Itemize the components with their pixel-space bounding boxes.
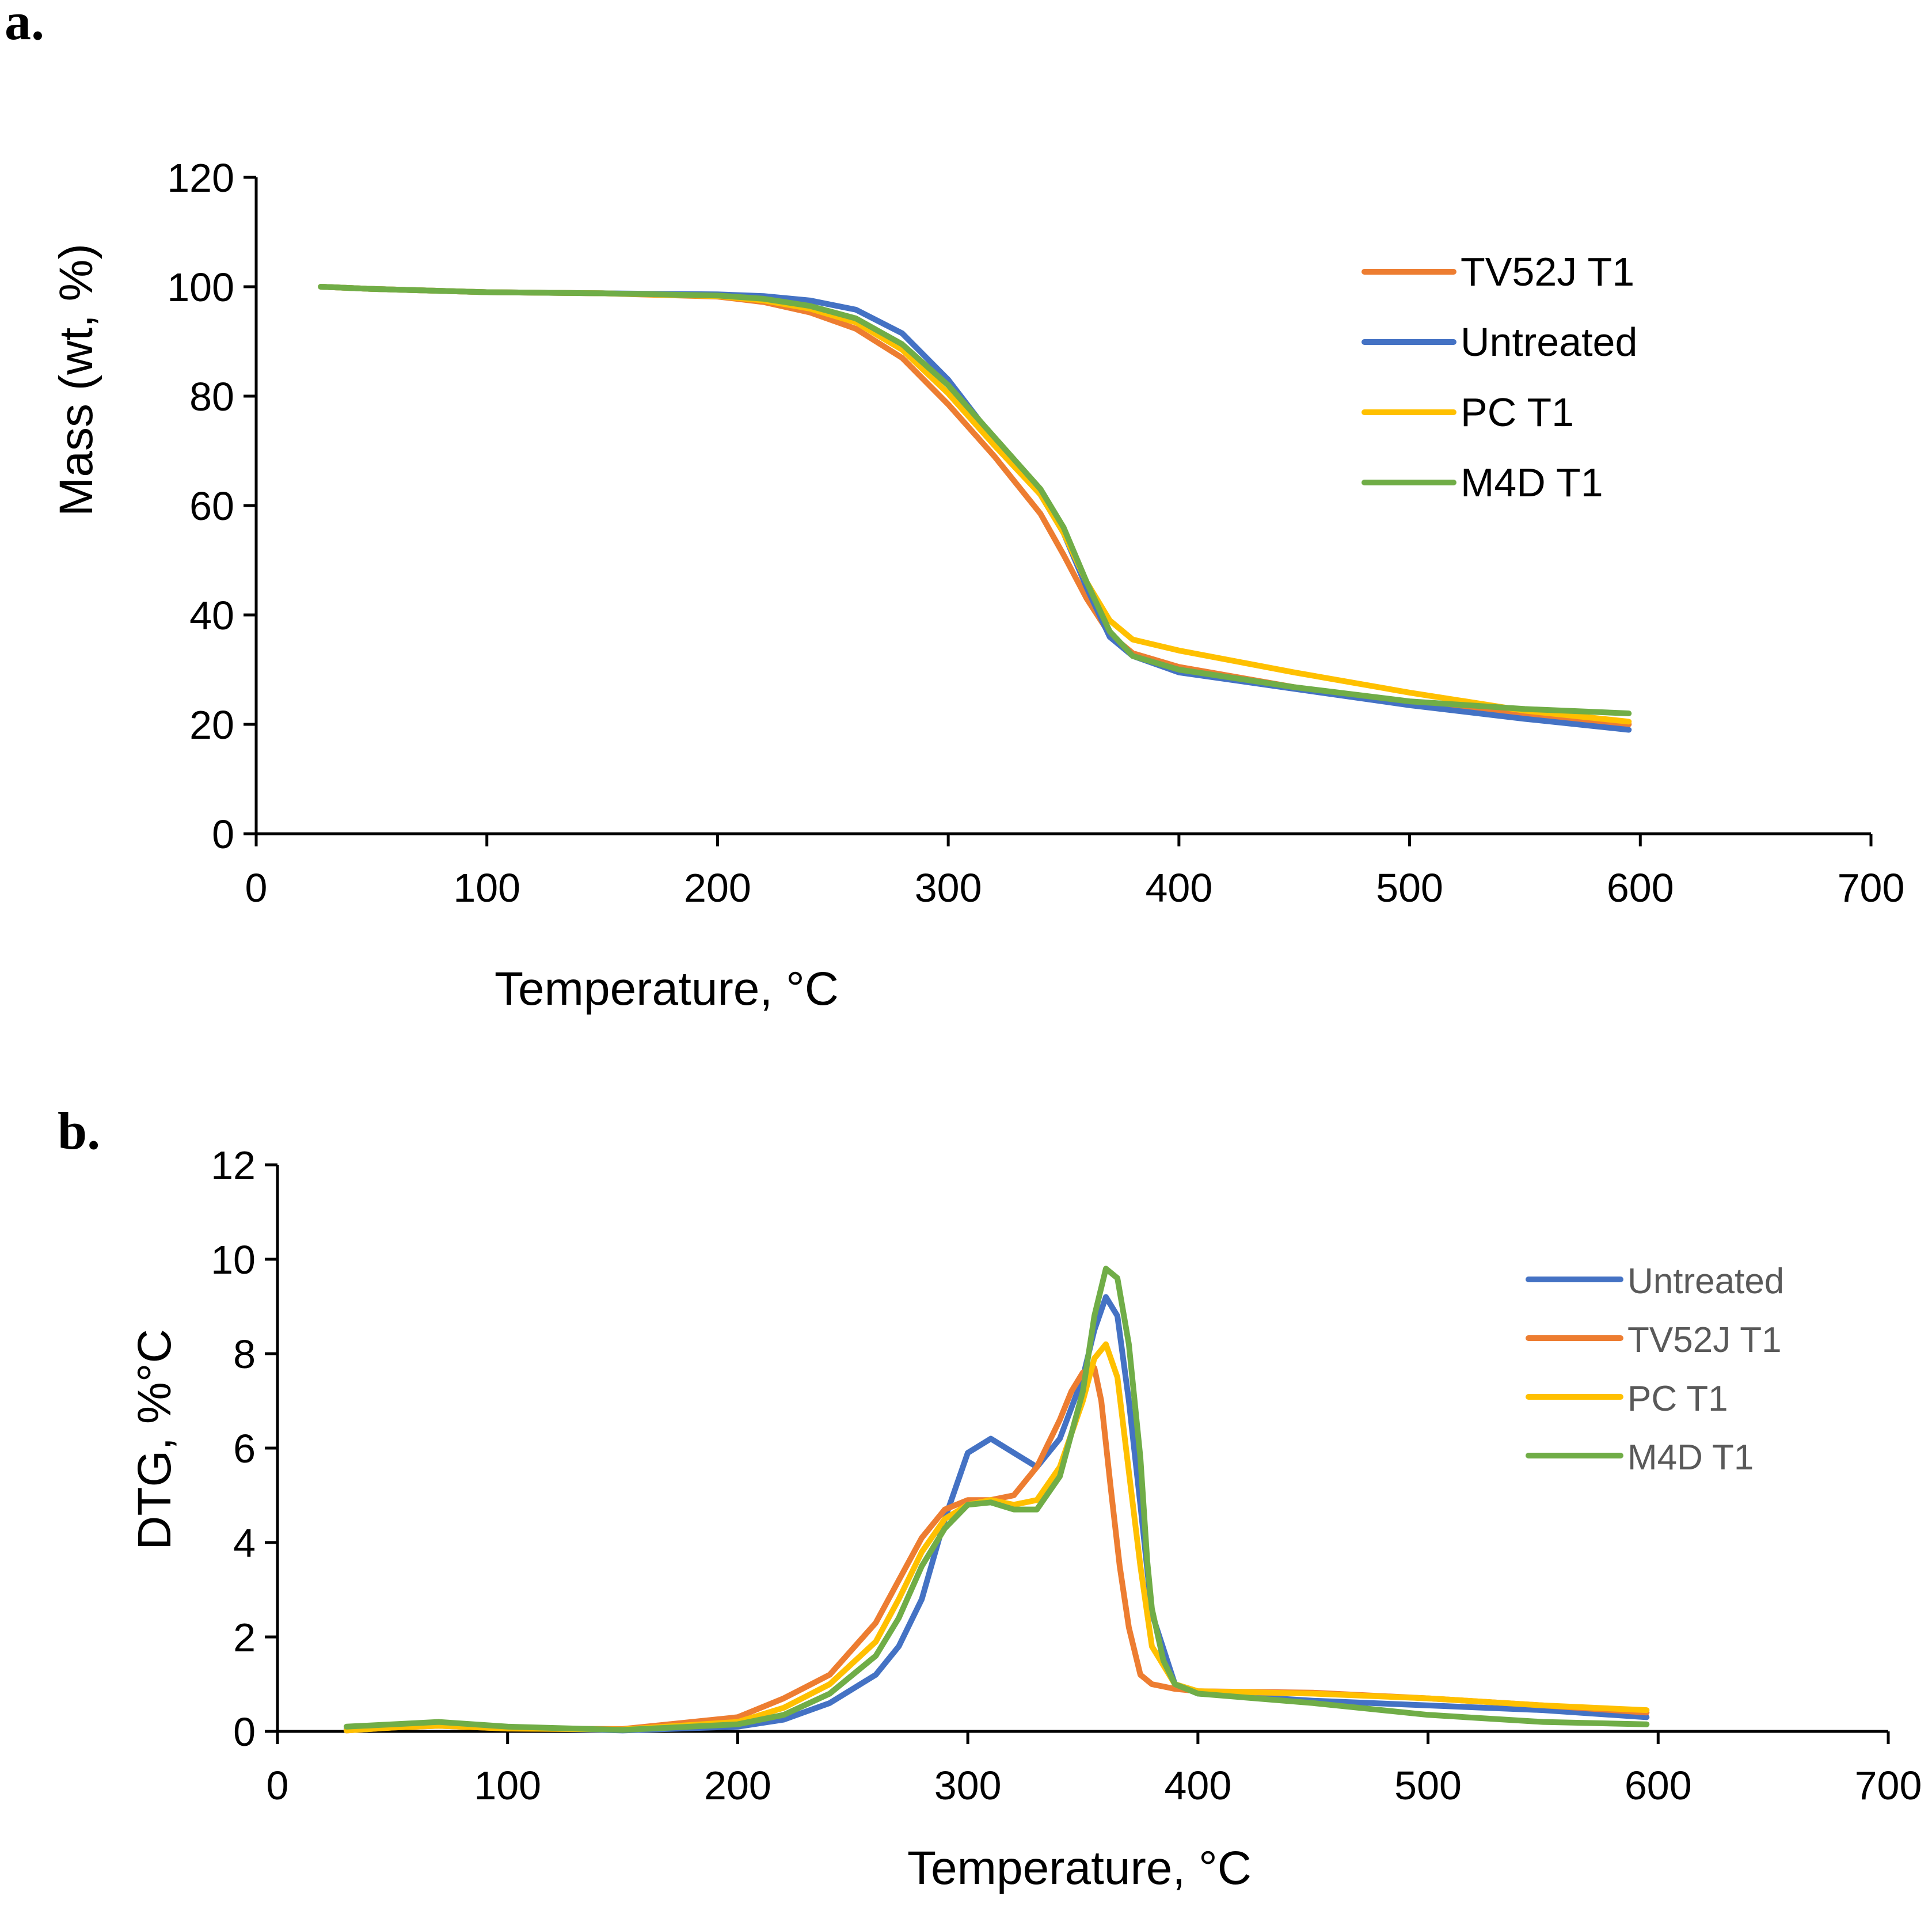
x-tick-label: 100: [453, 865, 520, 910]
x-tick-label: 700: [1838, 865, 1905, 910]
series-line-tv52j-t1: [343, 1365, 1650, 1734]
y-tick-label: 20: [189, 702, 234, 747]
chart-a-series: [318, 284, 1632, 733]
series-line-pc-t1: [318, 284, 1632, 725]
legend-label-untreated: Untreated: [1627, 1262, 1784, 1301]
chart-a-x-axis-title: Temperature, °C: [495, 963, 839, 1015]
chart-a-legend: TV52J T1 Untreated PC T1 M4D T1: [1361, 249, 1637, 505]
y-tick-label: 10: [211, 1237, 256, 1282]
x-tick-label: 500: [1376, 865, 1443, 910]
x-tick-label: 400: [1164, 1763, 1231, 1808]
x-tick-label: 600: [1607, 865, 1674, 910]
x-tick-label: 400: [1145, 865, 1212, 910]
panel-a-label: a.: [5, 0, 44, 51]
series-line-m4d-t1: [343, 1266, 1650, 1733]
y-tick-label: 8: [233, 1332, 256, 1377]
y-tick-label: 4: [233, 1521, 256, 1566]
series-line-m4d-t1: [318, 284, 1632, 716]
series-line-pc-t1: [343, 1341, 1650, 1734]
series-line-tv52j-t1: [318, 284, 1632, 727]
legend-label-untreated: Untreated: [1461, 320, 1637, 364]
y-tick-label: 6: [233, 1426, 256, 1471]
y-tick-label: 2: [233, 1615, 256, 1660]
legend-label-tv52j-t1: TV52J T1: [1627, 1320, 1782, 1360]
chart-b-series: [343, 1266, 1650, 1734]
y-tick-label: 80: [189, 374, 234, 419]
x-tick-label: 300: [934, 1763, 1002, 1808]
y-tick-label: 100: [167, 265, 234, 310]
legend-label-m4d-t1: M4D T1: [1627, 1438, 1754, 1477]
series-line-untreated: [318, 284, 1632, 733]
y-tick-label: 120: [167, 155, 234, 200]
x-tick-label: 0: [267, 1763, 289, 1808]
chart-b-y-axis-title: DTG, %°C: [128, 1329, 181, 1550]
chart-b-legend: Untreated TV52J T1 PC T1 M4D T1: [1526, 1262, 1784, 1477]
chart-a-ticks: 0 20 40 60 80 100 120 0 100 200 300 400 500 600 700: [167, 155, 1904, 910]
x-tick-label: 500: [1394, 1763, 1462, 1808]
legend-label-pc-t1: PC T1: [1627, 1379, 1728, 1419]
x-tick-label: 200: [704, 1763, 771, 1808]
x-tick-label: 200: [684, 865, 751, 910]
chart-b-ticks: 0 2 4 6 8 10 12 0 100 200 300 400 500 600 700: [211, 1143, 1922, 1808]
legend-label-pc-t1: PC T1: [1461, 390, 1574, 435]
panel-b-label: b.: [58, 1101, 100, 1160]
x-tick-label: 100: [474, 1763, 541, 1808]
chart-b: 0 2 4 6 8 10 12 0 100 200 300 400 500 600 700 Temperat…: [128, 1143, 1922, 1894]
chart-a-y-axis-title: Mass (wt, %): [50, 244, 102, 516]
x-tick-label: 600: [1625, 1763, 1692, 1808]
series-line-untreated: [343, 1294, 1650, 1734]
y-tick-label: 0: [233, 1710, 256, 1754]
legend-label-m4d-t1: M4D T1: [1461, 460, 1603, 505]
y-tick-label: 0: [212, 812, 234, 857]
y-tick-label: 60: [189, 484, 234, 529]
x-tick-label: 700: [1855, 1763, 1922, 1808]
x-tick-label: 0: [245, 865, 268, 910]
y-tick-label: 40: [189, 593, 234, 638]
y-tick-label: 12: [211, 1143, 256, 1188]
chart-b-x-axis-title: Temperature, °C: [907, 1842, 1252, 1894]
chart-a: 0 20 40 60 80 100 120 0 100 200 300 400 500 600 700 Te…: [50, 155, 1904, 1015]
x-tick-label: 300: [915, 865, 982, 910]
legend-label-tv52j-t1: TV52J T1: [1461, 249, 1634, 294]
